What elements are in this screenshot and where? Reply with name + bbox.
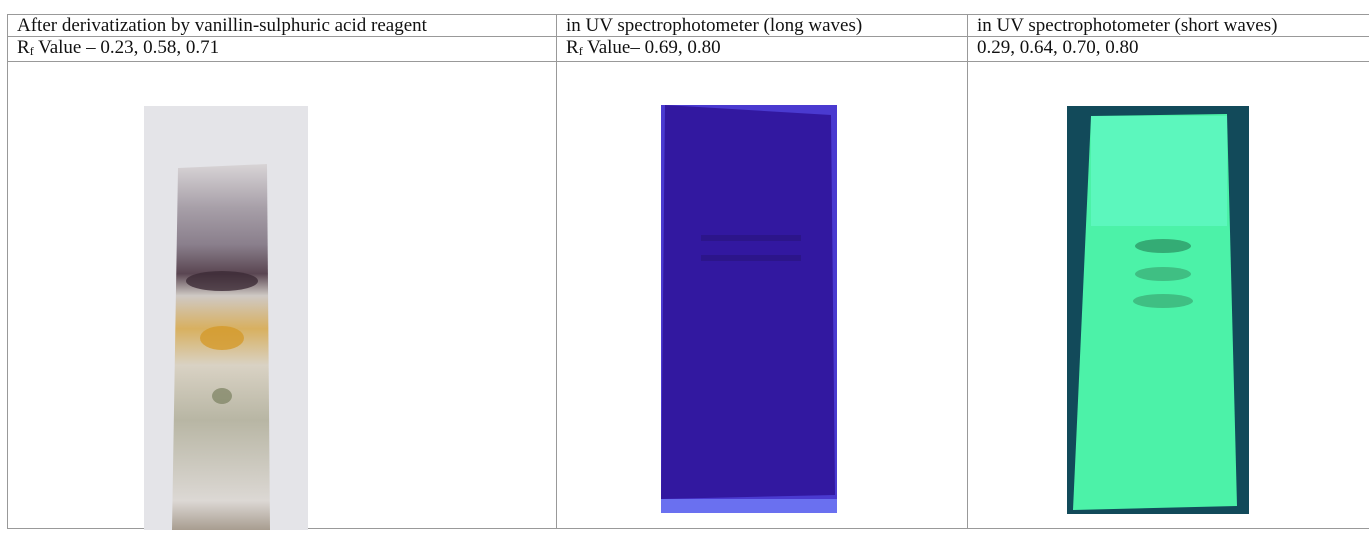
header-row: After derivatization by vanillin-sulphur… xyxy=(8,15,1369,37)
image-row xyxy=(8,62,1369,529)
page: After derivatization by vanillin-sulphur… xyxy=(0,0,1369,544)
tlc-plate-photo xyxy=(661,105,837,513)
cell: 0.29, 0.64, 0.70, 0.80 xyxy=(968,37,1369,62)
rf-text: Value – 0.23, 0.58, 0.71 xyxy=(34,37,219,58)
cell: in UV spectrophotometer (short waves) xyxy=(968,15,1369,37)
tlc-table: After derivatization by vanillin-sulphur… xyxy=(7,14,1369,529)
cell: After derivatization by vanillin-sulphur… xyxy=(8,15,557,37)
rf-text: Value– 0.69, 0.80 xyxy=(583,37,721,58)
rf-symbol: R xyxy=(17,37,30,58)
cell: Rf Value – 0.23, 0.58, 0.71 xyxy=(8,37,557,62)
cell: Rf Value– 0.69, 0.80 xyxy=(557,37,968,62)
tlc-plate-photo xyxy=(1067,106,1249,514)
cell xyxy=(8,62,557,529)
cell: in UV spectrophotometer (long waves) xyxy=(557,15,968,37)
rf-symbol: R xyxy=(566,37,579,58)
cell xyxy=(557,62,968,529)
cell xyxy=(968,62,1369,529)
rf-row: Rf Value – 0.23, 0.58, 0.71 Rf Value– 0.… xyxy=(8,37,1369,62)
tlc-plate-photo xyxy=(144,106,308,530)
